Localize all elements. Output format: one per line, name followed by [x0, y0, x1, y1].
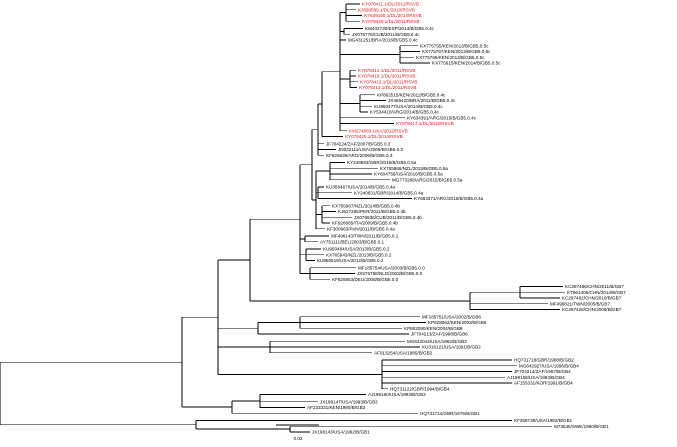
leaf-label: KX765943/NZL/2013/B/GB5.0.2 [326, 252, 392, 257]
leaf-label: KY078414.1/DL/2011/RSVB [358, 68, 415, 73]
leaf-label: KC297486/CHN/2011/B/GB7 [565, 284, 624, 289]
leaf-label: MG642043/USA/1982/B/GB2 [407, 339, 467, 344]
leaf-label: KX775615/KEN/2014/B/GB5.0.5c [432, 61, 501, 66]
leaf-label: KF826853/DEU/2008/B/GB5.0.0 [332, 277, 399, 282]
leaf-label: HQ731718/GBR/1988/B/GB2 [514, 358, 574, 363]
leaf-label: KP828062/KEN/2003/B/GB6 [428, 320, 487, 325]
scale-bar: 0.02 [276, 424, 319, 441]
leaf-label: KU356467/USA/2014/B/GB5.0.4a [326, 185, 395, 190]
leaf-label: KY240631/GBR/2014/B/GB5.0.4a [354, 190, 424, 195]
leaf-label: M73545/SWE/1960/B/GB1 [554, 424, 609, 429]
leaf-label: KF300963/PAN/2011/B/GB5.0.4a [327, 226, 395, 231]
leaf-label: MG642927/USA/1996/B/GB4 [519, 363, 579, 368]
leaf-label: JF704224/ZAF/2007/B/GB5.0.3 [326, 141, 391, 146]
leaf-label: KU950477/USA/2014/B/GB5.0.4c [374, 104, 443, 109]
leaf-label: MF496143/TWN/2011/B/GB5.0.1 [331, 234, 399, 239]
leaf-label: KY078413.1/DL/2011/RSVB [359, 85, 416, 90]
leaf-label: KY649150.1/DL/2014/RSVB [364, 13, 422, 18]
leaf-label: KY683371/ARG/2015/B/GB5.0.4a [414, 196, 484, 201]
leaf-label: MG773268/ARG/2015/B/GB5.0.5a [392, 177, 463, 182]
leaf-label: KC297482/CHN/2010/B/GB7 [562, 296, 622, 301]
leaf-label: KP862090/KEN/2004/B/GB6 [404, 326, 463, 331]
leaf-label: JF704213/ZAF/1998/B/GB6 [411, 332, 468, 337]
tree-branches [0, 3, 565, 433]
leaf-label: KX775755/KEN/2013/B/GB5.0.5c [420, 43, 489, 48]
leaf-label: JN032111/USA/2009/B/GB5.0.3 [338, 147, 403, 152]
leaf-label: KP862515/KEN/2012/B/GB5.0.4c [377, 92, 446, 97]
leaf-label: AF233331/KEN/1990/B/GB3 [307, 405, 366, 410]
leaf-label: MF185754/USA/2003/B/GB5.0.0 [358, 265, 425, 270]
leaf-label: KY534410/ARG/2014/B/GB5.0.4c [370, 110, 440, 115]
leaf-label: AY751111/BEL/2003/B/GB5.0.1 [320, 239, 384, 244]
leaf-label: KY078420.1/DL/2011/RSVB [362, 19, 419, 24]
leaf-label: KX775768/KEN/2013/B/GB5.0.5c [416, 55, 485, 60]
leaf-label: HQ731714/GBR/1976/B/GB1 [420, 411, 480, 416]
leaf-label: KY078425.1/DL/2014/RSVB [345, 134, 403, 139]
leaf-label: KY078417.1/DL/2012/RSVB [396, 121, 454, 126]
leaf-label: AJ198160/USA/1993/B/GB3 [368, 392, 426, 397]
leaf-label: AF013254/USA/1985/B/GB2 [374, 350, 433, 355]
leaf-label: JX198143/USA/1962/B/GB1 [312, 430, 370, 435]
leaf-label: KX765967/NZL/2014/B/GB5.0.4b [332, 203, 400, 208]
leaf-label: KJ690589.1/DL/2010/RSVB [358, 7, 415, 12]
leaf-label: KT961406/CHN/2014/B/GB7 [567, 290, 626, 295]
leaf-label: KM274883.1/KA/2012/RSVB [349, 128, 408, 133]
leaf-label: KX765968/NZL/2015/B/GB5.0.5a [380, 166, 448, 171]
leaf-label: JF704214/ZAF/1997/B/GB4 [514, 369, 571, 374]
leaf-label: AJ198168/USA/1993/B/GB4 [507, 375, 565, 380]
leaf-label: JX198147/USA/1993/B/GB3 [320, 399, 378, 404]
leaf-label: KU950619/USA/2012/B/GB5.0.2 [317, 258, 384, 263]
leaf-label: HQ731122/GBR/1994/B/GB4 [390, 386, 450, 391]
leaf-label: JX469420/BRA/2011/B/GB5.0.4c [388, 98, 456, 103]
leaf-label: KY634391/ARG/2015/B/GB5.0.4c [407, 115, 477, 120]
leaf-label: MF185751/USA/2002/B/GB6 [422, 314, 481, 319]
leaf-label: KM402730/ESP/2014/B/GB5.0.4c [365, 26, 435, 31]
leaf-label: MG431251/BRA/2016/B/GB5.0.4c [348, 38, 418, 43]
leaf-label: JX576768/NLD/2003/B/GB5.0.0 [357, 271, 423, 276]
scale-bar-label: 0.02 [294, 436, 303, 441]
leaf-label: KF258738/USA/1982/B/GB1 [514, 418, 573, 423]
leaf-label: KC297428/CHN/2009/B/GB7 [562, 307, 622, 312]
leaf-label: KY078416.1/DL/2011/RSVB [358, 74, 415, 79]
leaf-labels: KY078411.1/DL/2011/RSVBKJ690589.1/DL/201… [307, 2, 626, 435]
leaf-label: KJ627285/PER/2011/B/GB5.0.4b [338, 209, 406, 214]
leaf-label: MF496821/TWN/2005/B/GB7 [550, 301, 610, 306]
leaf-label: JX076778/CUB/2011/B/GB5.0.4c [352, 32, 420, 37]
leaf-label: KY078411.1/DL/2011/RSVB [362, 2, 419, 7]
leaf-label: KY249583/GBR/2016/B/GB5.0.5a [347, 160, 417, 165]
leaf-label: KX775767/KEN/2013/B/GB5.0.5c [422, 49, 491, 54]
leaf-label: KF826838/ARG/2006/B/GB5.0.3 [326, 153, 393, 158]
leaf-label: KY078412.1/DL/2011/RSVB [360, 79, 417, 84]
leaf-label: KU316121/USA/1991/B/GB2 [422, 345, 481, 350]
leaf-label: AF155331/KOR/1991/B/GB4 [514, 381, 573, 386]
leaf-label: JX076936/CUB/2011/B/GB5.0.4b [354, 215, 422, 220]
leaf-label: KU950484/USA/2013/B/GB5.0.2 [323, 247, 390, 252]
leaf-label: KY604756/USA/2016/B/GB5.0.5a [374, 172, 443, 177]
leaf-label: KF926665/ITA/2009/B/GB5.0.4b [332, 221, 398, 226]
